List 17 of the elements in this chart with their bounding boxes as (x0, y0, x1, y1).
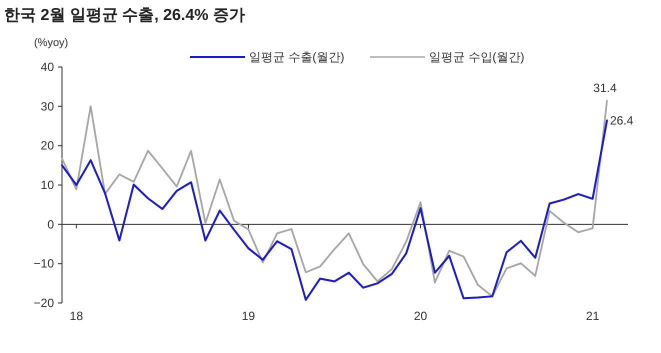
x-tick-label: 20 (414, 309, 428, 323)
y-tick-label: −20 (34, 296, 54, 310)
y-tick-label: 0 (47, 217, 54, 232)
legend-label: 일평균 수입(월간) (429, 50, 524, 64)
y-tick-label: 40 (40, 60, 54, 74)
y-tick-label: 10 (40, 178, 54, 192)
chart-title: 한국 2월 일평균 수출, 26.4% 증가 (4, 7, 245, 24)
x-tick-label: 21 (586, 309, 600, 323)
y-axis-title: (%yoy) (34, 37, 68, 49)
x-tick-label: 18 (70, 309, 84, 323)
y-tick-label: 20 (40, 138, 54, 153)
data-label: 31.4 (593, 80, 617, 95)
x-tick-label: 19 (242, 309, 256, 323)
y-tick-label: −10 (34, 256, 54, 271)
y-tick-label: 30 (40, 99, 54, 114)
data-label: 26.4 (610, 113, 634, 128)
legend-label: 일평균 수출(월간) (249, 50, 344, 64)
